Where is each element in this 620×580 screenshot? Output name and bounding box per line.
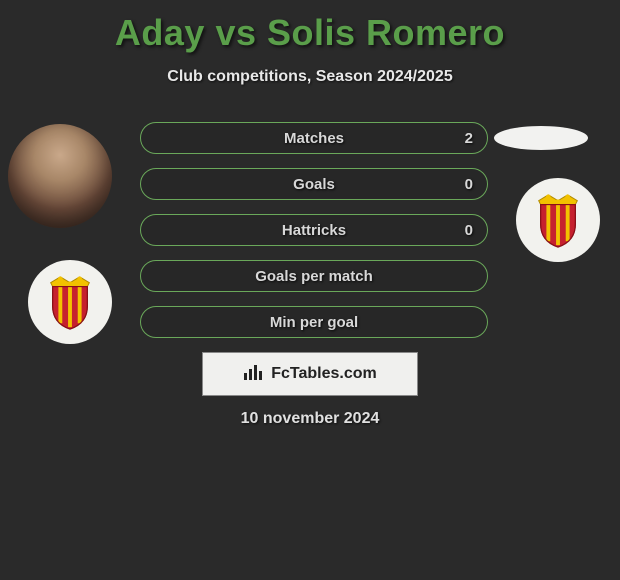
stat-label: Min per goal — [270, 314, 358, 331]
stat-label: Hattricks — [282, 222, 346, 239]
club-badge-left — [28, 260, 112, 344]
player-left-avatar — [8, 124, 112, 228]
stat-value-right: 2 — [465, 130, 473, 147]
branding-text: FcTables.com — [271, 365, 377, 383]
club-badge-right — [516, 178, 600, 262]
stat-row-hattricks: Hattricks 0 — [140, 214, 488, 246]
date-text: 10 november 2024 — [0, 410, 620, 428]
page-title: Aday vs Solis Romero — [0, 0, 620, 54]
bars-icon — [243, 363, 265, 386]
stat-value-right: 0 — [465, 222, 473, 239]
stat-label: Matches — [284, 130, 344, 147]
stat-row-min-per-goal: Min per goal — [140, 306, 488, 338]
branding-box: FcTables.com — [202, 352, 418, 396]
girona-crest-icon — [529, 191, 587, 249]
girona-crest-icon — [41, 273, 99, 331]
stats-container: Matches 2 Goals 0 Hattricks 0 Goals per … — [140, 122, 488, 352]
stat-row-matches: Matches 2 — [140, 122, 488, 154]
stat-row-goals-per-match: Goals per match — [140, 260, 488, 292]
subtitle: Club competitions, Season 2024/2025 — [0, 68, 620, 86]
stat-label: Goals — [293, 176, 335, 193]
stat-row-goals: Goals 0 — [140, 168, 488, 200]
player-right-avatar — [494, 126, 588, 150]
stat-value-right: 0 — [465, 176, 473, 193]
stat-label: Goals per match — [255, 268, 373, 285]
